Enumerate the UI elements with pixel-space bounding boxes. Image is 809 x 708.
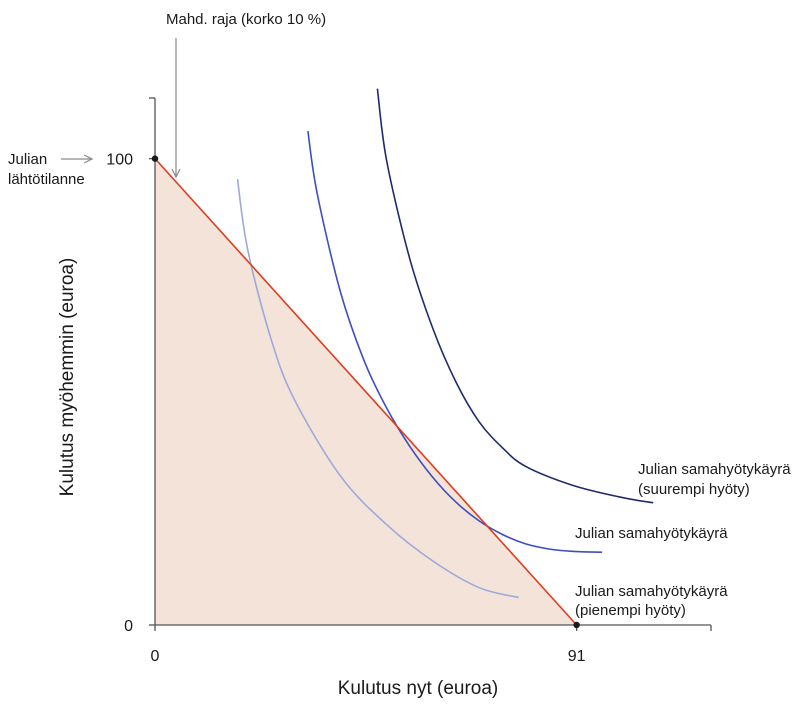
curve-label-higher-line2: (suurempi hyöty)	[638, 481, 750, 498]
budget-constraint-line	[154, 158, 578, 626]
endowment-label-line2: lähtötilanne	[8, 171, 85, 188]
curve-label-middle: Julian samahyötykäyrä	[575, 525, 728, 542]
endowment-point	[151, 155, 159, 162]
budget-x-intercept-point	[573, 621, 580, 629]
endowment-label-line1: Julian	[8, 151, 47, 168]
y-axis-title: Kulutus myöhemmin (euroa)	[57, 258, 78, 497]
x-tick-label-91: 91	[568, 648, 586, 665]
y-tick-label-100: 100	[106, 152, 133, 169]
x-tick-label-0: 0	[151, 648, 160, 665]
indifference-curve-middle	[307, 130, 603, 553]
budget-constraint-label: Mahd. raja (korko 10 %)	[166, 11, 326, 28]
y-tick-label-0: 0	[124, 618, 133, 635]
curve-label-lower-line1: Julian samahyötykäyrä	[575, 583, 728, 600]
curve-label-lower-line2: (pienempi hyöty)	[575, 602, 686, 619]
x-axis-title: Kulutus nyt (euroa)	[338, 678, 499, 699]
indifference-curve-higher	[376, 88, 654, 504]
curve-label-higher-line1: Julian samahyötykäyrä	[638, 461, 791, 478]
indifference-curve-lower	[236, 178, 519, 599]
